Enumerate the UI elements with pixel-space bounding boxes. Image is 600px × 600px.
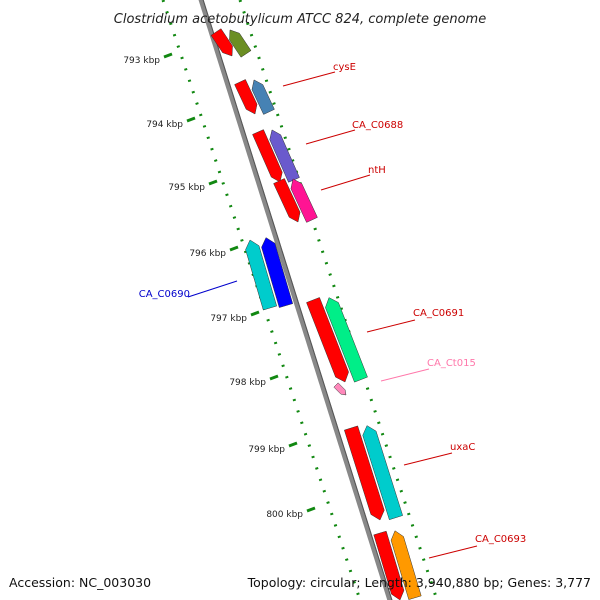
tick-label: 795 kbp [168,183,205,193]
gene-block[interactable] [229,29,252,58]
gene-label[interactable]: CA_C0693 [475,534,526,545]
gene-label-leader [403,452,453,466]
topology-text: Topology: circular; Length: 3,940,880 bp… [247,575,591,590]
gene-label[interactable]: cysE [333,62,356,73]
gene-block[interactable] [362,425,403,521]
accession-text: Accession: NC_003030 [9,575,151,590]
gene-block[interactable] [273,178,301,223]
gene-block[interactable] [344,425,385,521]
tick-label: 800 kbp [266,510,303,520]
gene-label[interactable]: CA_C0691 [413,308,464,319]
gene-label[interactable]: uxaC [450,442,475,453]
gene-block[interactable] [333,382,347,396]
genome-backbone [198,0,393,600]
gene-label[interactable]: ntH [368,165,386,176]
tick-mark [208,179,218,186]
tick-label: 793 kbp [123,56,160,66]
gene-label[interactable]: CA_Ct015 [427,358,476,369]
gene-block[interactable] [290,178,318,223]
gene-block[interactable] [210,28,233,57]
tick-mark [288,441,298,448]
tick-mark [229,245,239,252]
genome-backbone-edge [202,0,393,600]
gene-block[interactable] [390,530,422,600]
tick-group: 793 kbp 794 kbp 795 kbp 796 kbp 797 kbp 798 k… [123,52,316,520]
tick-mark [250,310,260,317]
gene-label-group: cysE CA_C0688 ntH CA_C0690 CA_C0691 CA_Ct015u… [139,62,526,559]
tick-label: 799 kbp [248,445,285,455]
gene-label-leader [428,545,478,559]
tick-mark [163,52,173,59]
gene-block[interactable] [245,239,278,311]
map-title: Clostridium acetobutylicum ATCC 824, com… [114,12,486,27]
gene-label[interactable]: CA_C0688 [352,120,403,131]
gene-block[interactable] [252,129,283,183]
gene-block[interactable] [251,79,275,115]
gene-label-leader [380,368,430,382]
tick-mark [306,506,316,513]
tick-label: 798 kbp [229,378,266,388]
gene-label-leader [187,280,238,298]
gene-block[interactable] [373,530,405,600]
gene-label-leader [305,129,356,145]
gene-label-leader [282,71,336,87]
tick-label: 797 kbp [210,314,247,324]
gene-label-leader [366,319,416,333]
gene-group [210,28,422,600]
gene-label[interactable]: CA_C0690 [139,289,190,300]
gene-block[interactable] [306,297,349,383]
gene-block[interactable] [261,237,294,308]
tick-label: 796 kbp [189,249,226,259]
gene-block[interactable] [234,79,258,115]
tick-mark [186,116,196,123]
tick-mark [269,374,279,381]
gene-label-leader [320,174,371,191]
gene-block[interactable] [325,297,368,383]
tick-label: 794 kbp [146,120,183,130]
